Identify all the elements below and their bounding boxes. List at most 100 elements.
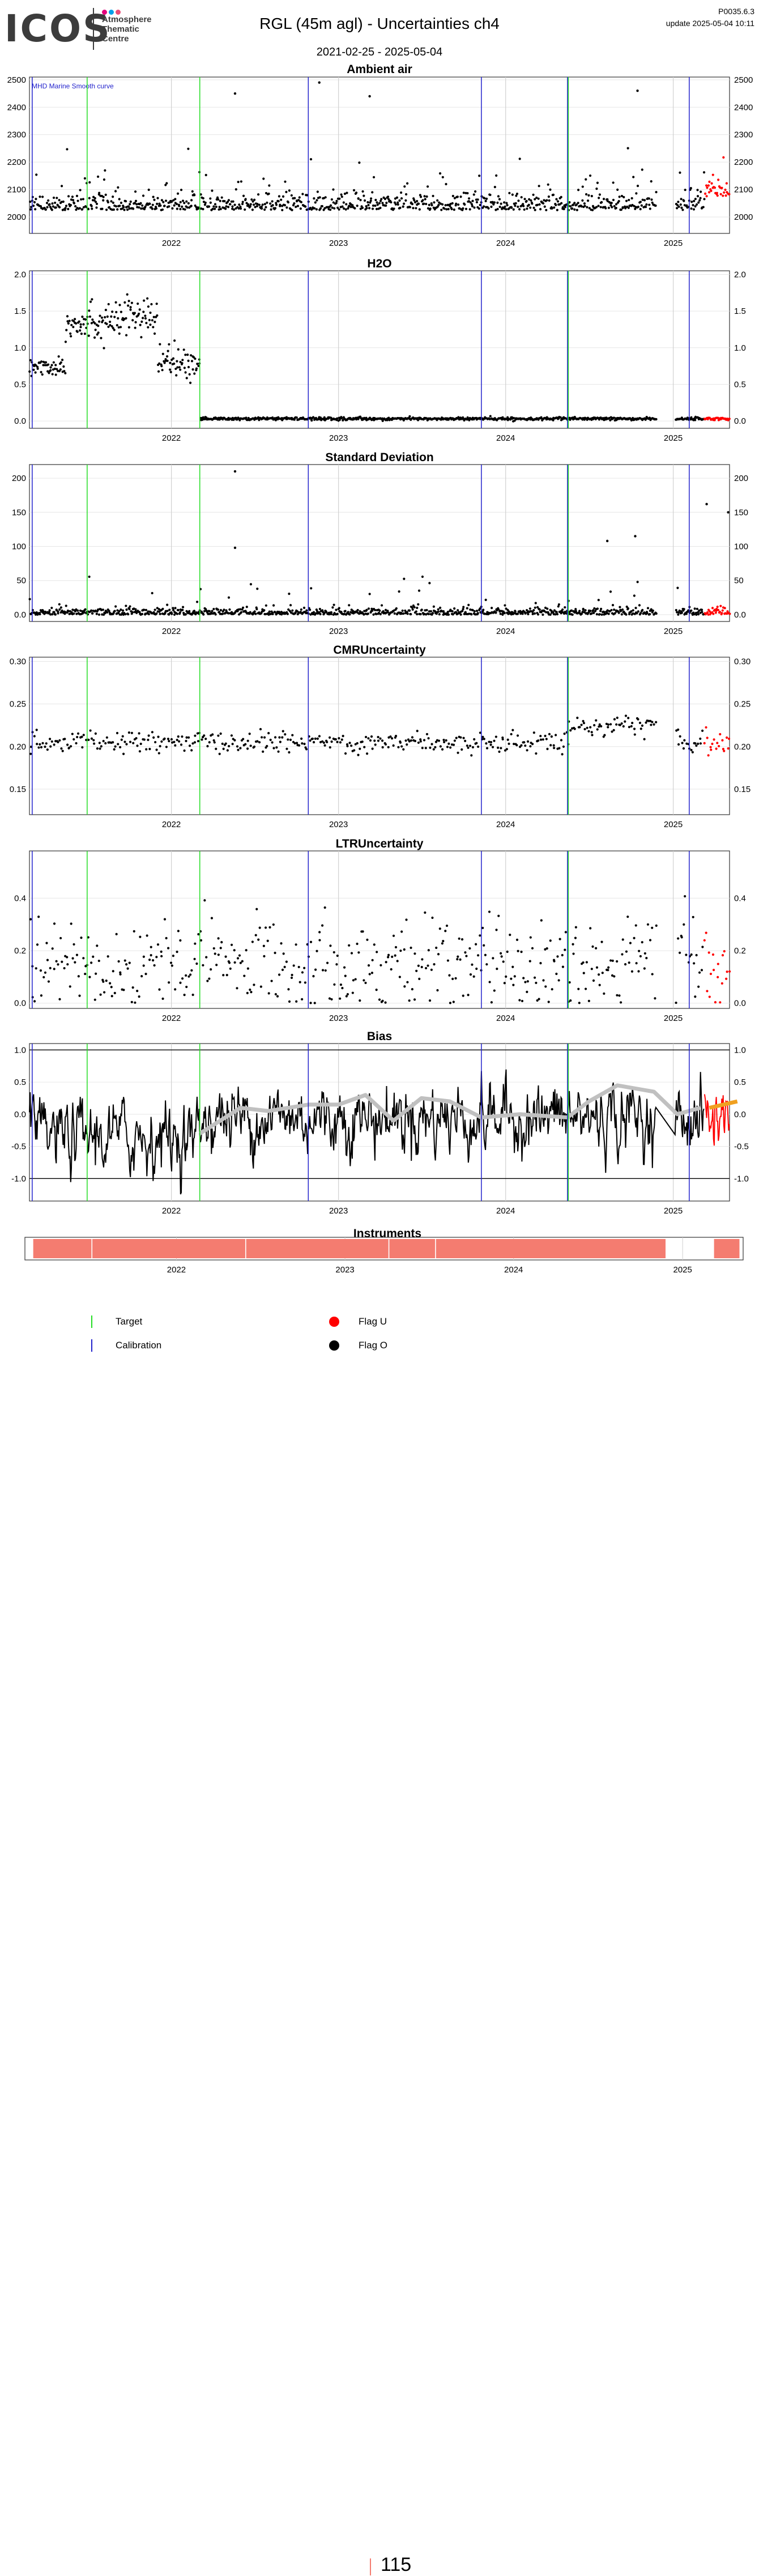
data-point-flag-o — [274, 951, 276, 955]
data-point-flag-o — [56, 197, 58, 199]
data-point-flag-o — [620, 208, 622, 211]
data-point-flag-o — [79, 198, 83, 201]
data-point-flag-o — [104, 742, 107, 745]
data-point-flag-o — [219, 732, 222, 735]
data-point-flag-o — [232, 208, 236, 211]
x-tick-label: 2024 — [504, 1265, 523, 1275]
data-point-flag-o — [228, 608, 231, 611]
data-point-flag-o — [59, 361, 62, 364]
data-point-flag-o — [418, 208, 421, 211]
data-point-flag-o — [616, 188, 619, 191]
data-point-flag-o — [161, 997, 164, 1000]
data-point-flag-o — [288, 592, 291, 595]
data-point-flag-o — [326, 740, 329, 744]
data-point-flag-o — [573, 202, 576, 205]
data-point-flag-o — [221, 742, 224, 745]
data-point-flag-o — [549, 939, 552, 942]
data-point-flag-o — [153, 964, 156, 967]
data-point-flag-o — [531, 610, 534, 614]
data-point-flag-o — [394, 197, 397, 200]
data-point-flag-o — [517, 949, 519, 952]
data-point-flag-o — [538, 998, 540, 1000]
data-point-flag-o — [143, 738, 146, 741]
data-point-flag-o — [453, 607, 456, 610]
data-point-flag-o — [380, 604, 383, 607]
data-point-flag-o — [373, 739, 376, 742]
data-point-flag-o — [204, 738, 207, 740]
data-point-flag-o — [173, 339, 176, 342]
y-tick-label-right: 1.5 — [734, 306, 746, 316]
data-point-flag-o — [101, 319, 104, 322]
data-point-flag-o — [97, 959, 100, 963]
data-point-flag-o — [311, 737, 314, 740]
data-point-flag-o — [260, 205, 263, 208]
data-point-flag-o — [508, 742, 510, 745]
data-point-flag-o — [135, 737, 138, 740]
data-point-flag-o — [249, 205, 251, 208]
data-point-flag-o — [645, 206, 647, 208]
data-point-flag-o — [217, 734, 220, 737]
data-point-flag-o — [97, 613, 101, 616]
data-point-flag-o — [471, 205, 474, 208]
data-point-flag-o — [609, 590, 612, 593]
data-point-flag-o — [394, 735, 398, 738]
data-point-flag-o — [133, 202, 137, 205]
data-point-flag-o — [637, 970, 640, 973]
data-point-flag-o — [531, 202, 534, 205]
data-point-flag-o — [33, 611, 36, 614]
data-point-flag-o — [697, 985, 700, 988]
data-point-flag-o — [105, 322, 108, 325]
data-point-flag-o — [35, 173, 38, 176]
data-point-flag-o — [121, 609, 125, 612]
data-point-flag-o — [456, 957, 459, 961]
data-point-flag-o — [255, 205, 258, 208]
data-point-flag-o — [475, 967, 478, 970]
data-point-flag-o — [677, 743, 680, 746]
data-point-flag-u — [725, 182, 728, 185]
data-point-flag-o — [223, 608, 225, 611]
data-point-flag-o — [509, 934, 511, 936]
data-point-flag-o — [654, 997, 656, 1000]
data-point-flag-o — [217, 198, 220, 201]
y-tick-label-right: 1.0 — [734, 343, 746, 353]
data-point-flag-o — [140, 612, 144, 615]
data-point-flag-u — [707, 613, 710, 616]
data-point-outlier — [318, 81, 321, 84]
data-point-flag-o — [408, 415, 411, 418]
data-point-flag-o — [84, 608, 87, 611]
data-point-flag-o — [683, 923, 685, 926]
data-point-flag-o — [116, 609, 119, 612]
y-tick-label-left: -1.0 — [11, 1174, 26, 1183]
data-point-flag-o — [140, 975, 143, 978]
data-point-flag-o — [271, 612, 274, 615]
data-point-flag-o — [444, 204, 447, 207]
data-point-flag-o — [179, 360, 182, 364]
data-point-flag-o — [228, 961, 231, 964]
data-point-flag-o — [694, 419, 697, 421]
data-point-flag-o — [692, 204, 694, 207]
data-point-flag-o — [569, 999, 572, 1002]
data-point-flag-o — [336, 740, 339, 743]
data-point-flag-o — [239, 747, 242, 750]
data-point-flag-o — [41, 373, 44, 376]
data-point-flag-o — [395, 607, 398, 610]
data-point-flag-o — [263, 609, 266, 612]
data-point-flag-o — [77, 975, 80, 978]
y-tick-label-right: 0.25 — [734, 700, 751, 709]
data-point-flag-o — [218, 206, 221, 208]
y-tick-label-right: 2400 — [734, 103, 753, 112]
data-point-flag-o — [466, 191, 469, 195]
data-point-flag-o — [466, 744, 468, 747]
data-point-flag-o — [69, 985, 71, 988]
data-point-flag-o — [39, 969, 42, 972]
data-point-flag-u — [717, 178, 720, 181]
data-point-flag-o — [698, 609, 701, 612]
data-point-flag-o — [188, 744, 191, 747]
data-point-flag-o — [395, 196, 399, 199]
data-point-flag-o — [71, 733, 74, 735]
data-point-flag-o — [536, 606, 539, 609]
y-tick-label-left: 2500 — [7, 75, 26, 85]
data-point-flag-o — [564, 206, 567, 208]
data-point-flag-o — [690, 201, 693, 203]
data-point-flag-o — [274, 736, 277, 739]
